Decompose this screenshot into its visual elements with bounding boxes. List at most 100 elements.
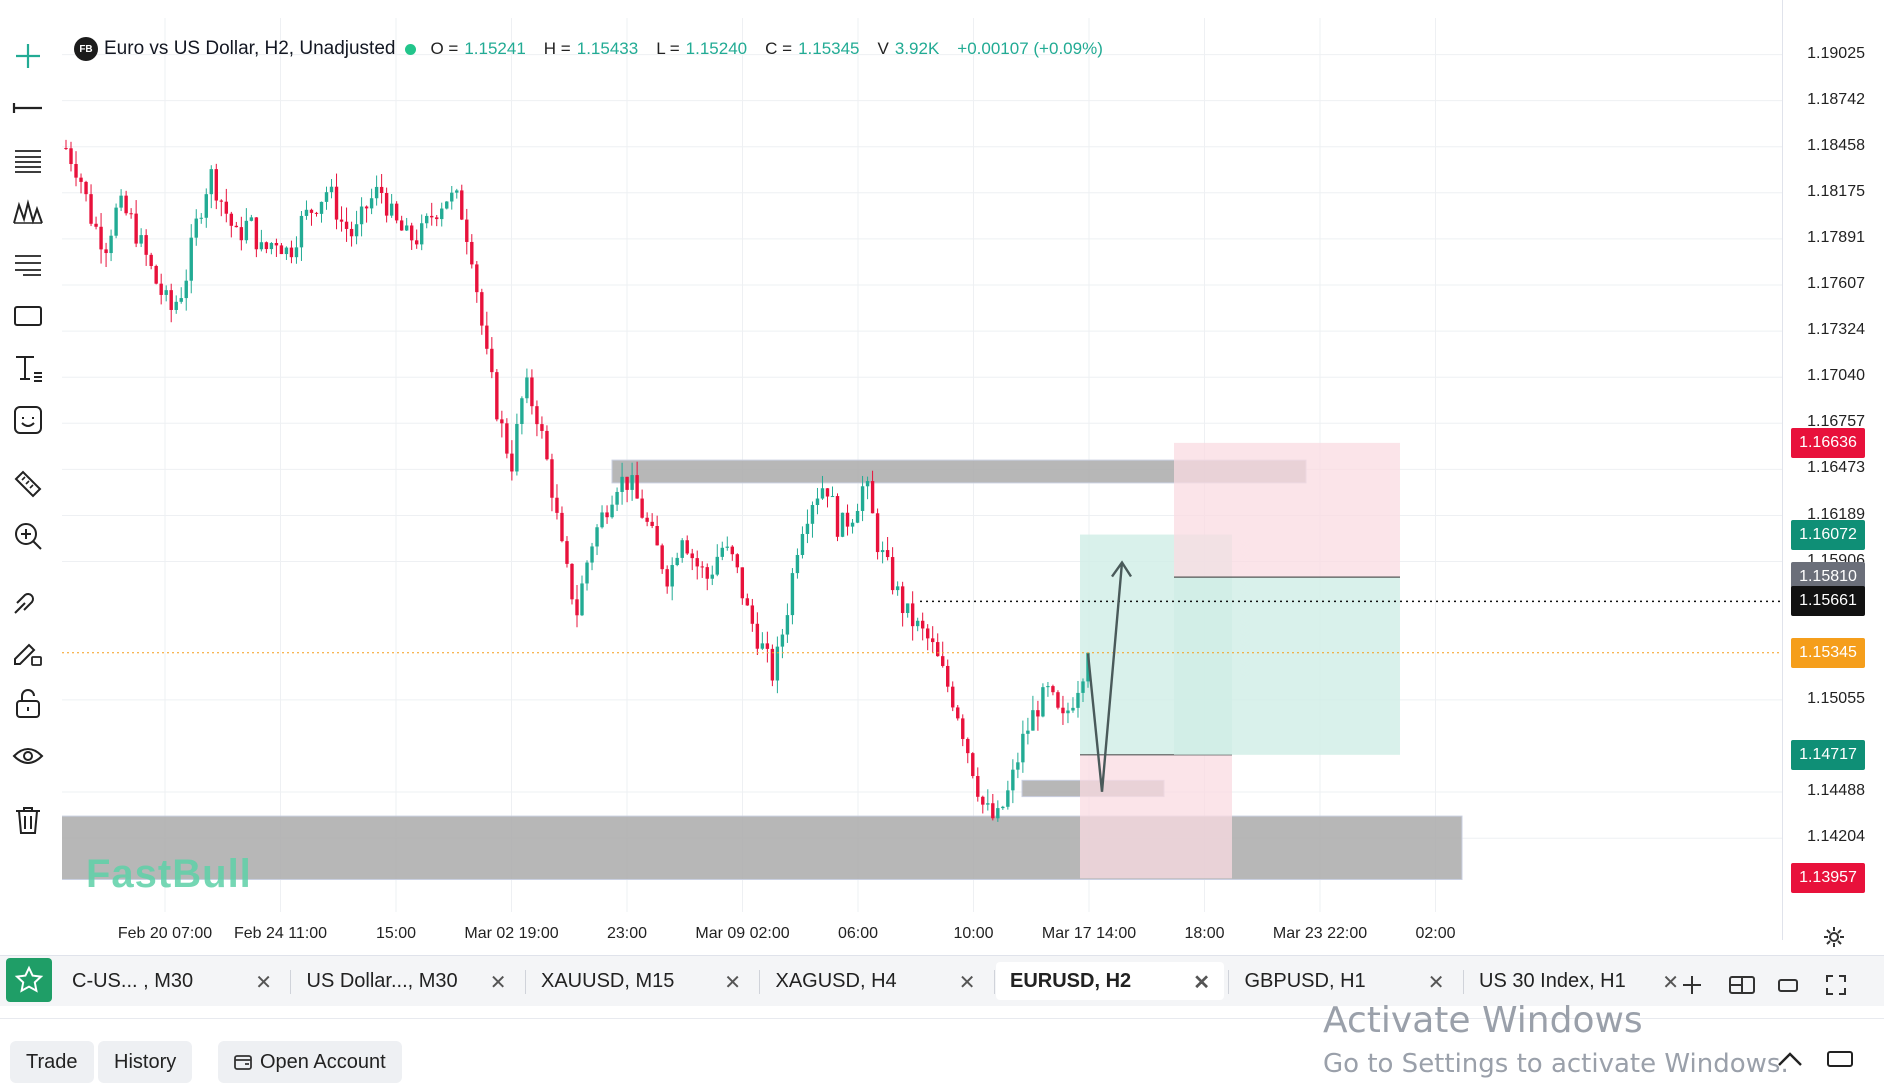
candle (394, 201, 399, 224)
zoom-in-icon[interactable] (8, 516, 48, 556)
candle-body (319, 201, 324, 214)
pattern-icon[interactable] (8, 192, 48, 232)
eye-icon[interactable] (8, 736, 48, 776)
parallel-channel-icon[interactable] (8, 244, 48, 284)
tab-close-icon[interactable]: ✕ (1427, 972, 1445, 994)
candle (1006, 780, 1010, 810)
candle-body (344, 221, 349, 229)
candle (775, 636, 780, 694)
candle-body (1056, 692, 1060, 708)
tab-close-icon[interactable]: ✕ (489, 972, 507, 994)
candle-body (284, 247, 289, 255)
price-badge-last-price: 1.15345 (1791, 637, 1865, 668)
price-chart[interactable] (62, 18, 1782, 912)
activate-windows-watermark: Activate Windows Go to Settings to activ… (1323, 1000, 1789, 1079)
candle (450, 185, 454, 210)
candle-body (224, 201, 229, 214)
candle-body (845, 512, 850, 527)
open-account-button[interactable]: Open Account (218, 1041, 402, 1083)
candle-body (74, 164, 78, 178)
fullscreen-icon[interactable] (1824, 973, 1848, 1002)
price-axis[interactable]: 1.19025 1.18742 1.18458 1.18175 1.17891 1.176… (1782, 0, 1884, 940)
candle (1076, 680, 1080, 718)
window-minimize-icon[interactable] (1776, 973, 1800, 1002)
candle-body (936, 642, 940, 657)
time-axis[interactable]: Feb 20 07:00 Feb 24 11:00 15:00 Mar 02 19:0… (62, 915, 1782, 955)
candle (755, 612, 760, 655)
tab-close-icon[interactable]: ✕ (255, 972, 272, 994)
candle-body (179, 298, 183, 302)
favorites-star-button[interactable] (6, 958, 52, 1002)
candle (936, 633, 940, 657)
candle (154, 264, 158, 285)
trade-button[interactable]: Trade (10, 1041, 94, 1083)
candle (1041, 683, 1045, 718)
candle (930, 626, 935, 654)
candle (349, 221, 354, 247)
candle-body (810, 505, 815, 524)
candle-body (174, 301, 178, 310)
price-tick: 1.15055 (1807, 689, 1865, 707)
candle (249, 214, 254, 222)
fib-retracement-icon[interactable] (8, 140, 48, 180)
crosshair-icon[interactable] (8, 36, 48, 76)
candle-body (314, 212, 319, 214)
text-icon[interactable] (8, 348, 48, 388)
candle (329, 178, 334, 199)
candle-body (324, 192, 329, 202)
chart-settings-gear-icon[interactable] (1821, 924, 1847, 955)
layout-icon[interactable] (1728, 973, 1756, 1002)
tab-close-icon[interactable]: ✕ (1662, 972, 1679, 994)
symbol-tab[interactable]: XAGUSD, H4 ✕ (762, 962, 990, 1000)
candle-body (379, 186, 384, 193)
add-tab-plus-icon[interactable] (1680, 973, 1704, 1002)
symbol-tab[interactable]: US Dollar..., M30 ✕ (293, 962, 521, 1000)
lock-drawing-icon[interactable] (8, 632, 48, 672)
symbol-tab[interactable]: C-US... , M30 ✕ (58, 962, 286, 1000)
candle (289, 240, 294, 264)
candle-body (349, 228, 354, 237)
tab-close-icon[interactable]: ✕ (958, 972, 976, 994)
candle-body (840, 512, 845, 537)
candle-body (605, 512, 609, 518)
candle (179, 287, 183, 304)
candle-body (394, 203, 399, 221)
candle (925, 624, 930, 651)
ruler-icon[interactable] (8, 464, 48, 504)
open-value: 1.15241 (464, 39, 526, 58)
emoji-icon[interactable] (8, 400, 48, 440)
candle-body (615, 491, 619, 505)
candle (870, 470, 875, 514)
symbol-title[interactable]: Euro vs US Dollar, H2, Unadjusted (104, 38, 396, 59)
candle-body (720, 547, 724, 557)
candle (545, 425, 549, 461)
candle-body (996, 808, 1000, 819)
trash-icon[interactable] (8, 800, 48, 840)
panel-toggle-icon[interactable] (1826, 1049, 1854, 1074)
candle (379, 174, 384, 204)
rectangle-icon[interactable] (8, 296, 48, 336)
symbol-tab[interactable]: US 30 Index, H1 ✕ (1465, 962, 1693, 1000)
candle (129, 208, 133, 219)
candle-body (369, 198, 374, 209)
unlock-icon[interactable] (8, 684, 48, 724)
candle (425, 213, 429, 229)
symbol-tab[interactable]: GBPUSD, H1 ✕ (1231, 962, 1459, 1000)
tab-close-icon[interactable]: ✕ (1193, 972, 1210, 994)
symbol-tab[interactable]: EURUSD, H2 ✕ (996, 962, 1224, 1000)
candle (1026, 717, 1030, 745)
candle (835, 493, 840, 542)
price-badge-take-profit: 1.16072 (1791, 519, 1865, 550)
magnet-icon[interactable] (8, 580, 48, 620)
high-label: H = (543, 39, 571, 58)
candle (550, 453, 554, 512)
candle-body (730, 546, 735, 555)
tab-close-icon[interactable]: ✕ (724, 972, 741, 994)
candle (1046, 682, 1050, 697)
chevron-up-icon[interactable] (1776, 1049, 1804, 1074)
horizontal-line-icon[interactable] (8, 88, 48, 128)
candle (675, 552, 679, 567)
candle-body (304, 209, 309, 216)
symbol-tab[interactable]: XAUUSD, M15 ✕ (527, 962, 755, 1000)
history-button[interactable]: History (98, 1041, 193, 1083)
